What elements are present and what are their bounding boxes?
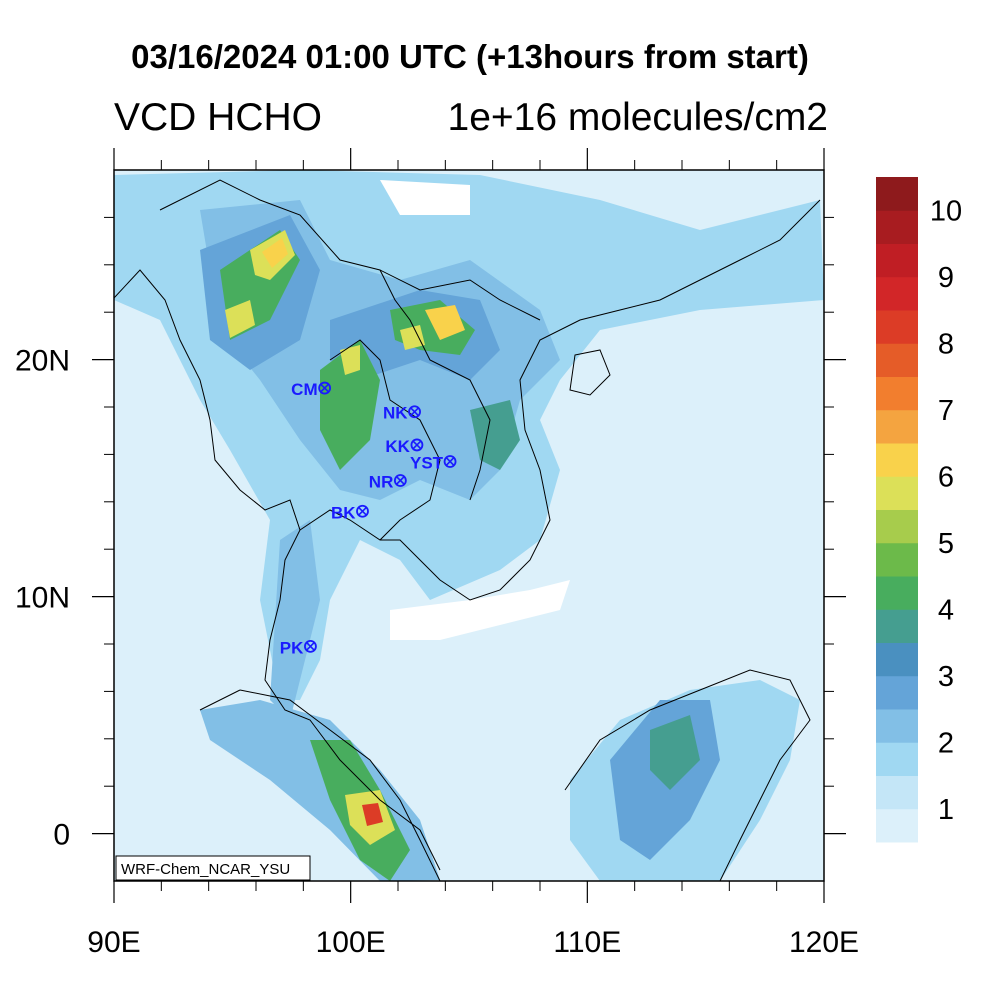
colorbar-label: 8 [938, 328, 954, 360]
field-peninsula [270, 520, 320, 720]
map-title: 03/16/2024 01:00 UTC (+13hours from star… [131, 38, 809, 75]
colorbar-swatch [876, 476, 918, 510]
colorbar-swatch [876, 775, 918, 810]
y-tick-label: 0 [53, 819, 70, 852]
colorbar-swatch [876, 675, 918, 710]
station-cross-b [305, 641, 315, 651]
map-plot-area [114, 170, 824, 881]
station-nr: NR [369, 472, 407, 491]
station-label: NK [383, 404, 408, 423]
station-label: KK [385, 437, 410, 456]
plot-frame [113, 169, 825, 882]
station-label: CM [291, 380, 317, 399]
colorbar-swatch [876, 709, 918, 743]
variable-label: VCD HCHO [114, 96, 323, 139]
field-borneo-green [650, 715, 700, 790]
station-marker-icon [304, 639, 317, 653]
station-yst: YST [410, 454, 457, 473]
station-marker-icon [408, 405, 421, 419]
station-cross-b [412, 440, 422, 450]
colorbar-swatch [876, 177, 918, 211]
x-tick-label: 90E [87, 926, 140, 959]
colorbar-swatch [876, 742, 918, 776]
station-marker-icon [393, 474, 407, 487]
colorbar-swatch [876, 210, 918, 244]
field-laos-yellow [425, 305, 465, 340]
station-marker-icon [443, 455, 457, 468]
colorbar-swatch [876, 642, 918, 677]
colorbar-swatch [876, 343, 918, 377]
y-tick-label: 10N [15, 582, 70, 615]
station-bk: BK [331, 503, 369, 522]
colorbar-swatch [876, 576, 918, 610]
units-label: 1e+16 molecules/cm2 [447, 96, 828, 139]
colorbar-swatch [876, 443, 918, 477]
colorbar-swatch [876, 376, 918, 411]
field-north-low [380, 180, 470, 215]
x-tick-label: 100E [316, 926, 386, 959]
colorbar-label: 4 [938, 594, 954, 626]
axis-ticks: 90E 100E 110E 120E 0 10N 20N [15, 148, 859, 959]
station-cross-b [358, 506, 367, 516]
colorbar-swatch [876, 808, 918, 843]
station-marker-icon [410, 438, 424, 452]
colorbar-swatch [876, 542, 918, 577]
colorbar-swatch [876, 276, 918, 311]
colorbar-label: 10 [930, 195, 962, 227]
station-cross-b [320, 383, 330, 393]
field-myanmar-south-yellow [225, 300, 255, 338]
station-label: PK [280, 638, 304, 657]
colorbar-label: 1 [938, 794, 954, 826]
colorbar-label: 3 [938, 661, 954, 693]
coastlines [114, 179, 821, 881]
station-marker-icon [318, 381, 332, 395]
x-tick-label: 110E [553, 926, 621, 959]
station-kk: KK [385, 437, 424, 456]
field-vietnam-green [470, 400, 520, 470]
concentration-field [114, 170, 824, 881]
colorbar-swatch [876, 243, 918, 278]
model-label-box: WRF-Chem_NCAR_YSU [115, 855, 311, 881]
field-myanmar-peak [262, 238, 288, 268]
station-nk: NK [383, 404, 421, 423]
colorbar-swatch [876, 310, 918, 344]
colorbar-swatch [876, 409, 918, 444]
colorbar-swatch [876, 509, 918, 544]
field-thai-green [320, 340, 380, 470]
model-label: WRF-Chem_NCAR_YSU [121, 861, 290, 878]
station-pk: PK [280, 638, 317, 657]
colorbar-swatch [876, 609, 918, 643]
colorbar-label: 9 [938, 262, 954, 294]
station-label: NR [369, 472, 394, 491]
colorbar-label: 7 [938, 395, 954, 427]
colorbar-label: 5 [938, 528, 954, 560]
station-label: YST [410, 454, 444, 473]
field-sumatra-peak [362, 803, 383, 826]
station-marker-icon [356, 504, 369, 518]
x-tick-label: 120E [789, 926, 859, 959]
station-cross-b [410, 407, 420, 417]
colorbar-label: 6 [938, 461, 954, 493]
field-gulf-low [390, 580, 570, 640]
station-cm: CM [291, 380, 332, 399]
field-laos-yellow-2 [400, 325, 425, 350]
colorbar-label: 2 [938, 727, 954, 759]
colorbar: 1 2 3 4 5 6 7 8 9 10 [876, 177, 962, 843]
field-thai-yellow [340, 345, 360, 375]
station-label: BK [331, 503, 356, 522]
station-cross-b [395, 476, 405, 485]
station-cross-b [445, 457, 455, 466]
y-tick-label: 20N [15, 345, 70, 378]
